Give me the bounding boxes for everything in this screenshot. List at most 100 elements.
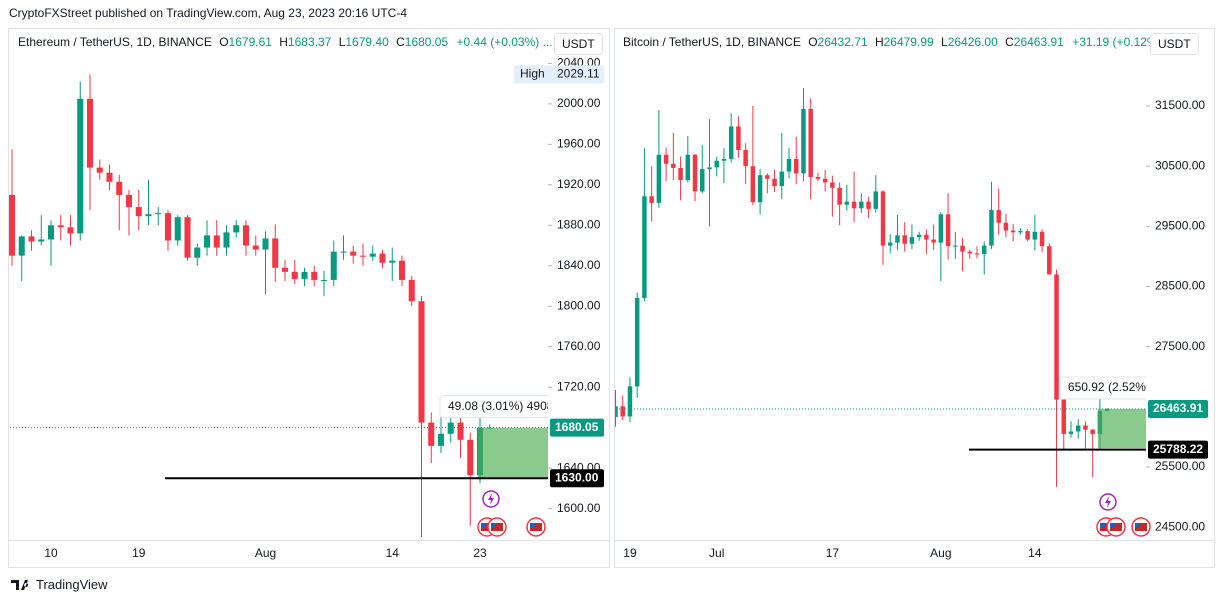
candle-body	[28, 236, 35, 242]
candle-body	[615, 406, 618, 418]
candle-body	[174, 217, 181, 241]
candle-body	[155, 213, 162, 215]
candle-body	[808, 109, 813, 177]
candle-body	[291, 271, 298, 279]
legend-value: 1679.40	[345, 35, 389, 49]
candle-body	[437, 433, 445, 446]
candle-body	[213, 235, 220, 248]
candle-body	[408, 279, 415, 302]
candle-body	[428, 422, 435, 446]
candle-body	[714, 160, 719, 168]
plot-area: 49.08 (3.01%) 4908	[9, 74, 548, 537]
candle-body	[830, 182, 835, 188]
currency-button[interactable]: USDT	[554, 33, 603, 55]
legend-change: +0.44 (+0.03%) ...	[456, 35, 553, 49]
legend-key: O	[219, 35, 229, 49]
candle-body	[851, 201, 857, 209]
candle-body	[837, 187, 842, 205]
candle-body	[418, 301, 425, 423]
hline-tag	[550, 469, 604, 488]
candle-body	[203, 235, 211, 248]
candle-body	[953, 245, 958, 247]
candle-body	[1061, 399, 1067, 434]
candle-body	[272, 238, 279, 268]
x-tick-label: 10	[44, 546, 58, 560]
hline-label: 1630.00	[555, 470, 599, 484]
candle-body	[96, 167, 103, 173]
y-tick-label: 1960.00	[557, 137, 601, 151]
y-tick-label: 29500.00	[1155, 219, 1205, 233]
candle-body	[765, 175, 770, 179]
candle-body	[194, 247, 201, 258]
candle-body	[223, 232, 230, 248]
hline-label: 25788.22	[1153, 442, 1203, 456]
chart-legend: Ethereum / TetherUS, 1D, BINANCE O1679.6…	[18, 35, 553, 49]
candle-body	[967, 251, 973, 254]
candle-body	[301, 271, 308, 279]
candle-body	[887, 242, 893, 246]
legend-key: H	[874, 35, 884, 49]
candle-body	[77, 98, 84, 234]
legend-value: 1683.37	[287, 35, 332, 49]
candle-body	[924, 234, 929, 240]
chart-title: Ethereum / TetherUS, 1D, BINANCE	[18, 35, 212, 49]
candle-body	[184, 217, 191, 258]
legend-key: C	[396, 35, 405, 49]
position-box	[1097, 409, 1146, 449]
candle-body	[692, 154, 698, 192]
position-label-bg	[439, 395, 548, 419]
panel-border	[614, 28, 1215, 568]
candle-body	[844, 201, 850, 205]
footer-brand: TradingView	[36, 577, 108, 592]
legend-value: 1679.61	[228, 35, 272, 49]
currency-button[interactable]: USDT	[1150, 33, 1199, 55]
candle-body	[786, 158, 792, 172]
y-tick-label: 28500.00	[1155, 279, 1205, 293]
candle-body	[700, 169, 705, 192]
y-tick-label: 24500.00	[1155, 519, 1205, 533]
y-tick-label: 1600.00	[557, 501, 601, 515]
candle-body	[743, 149, 748, 167]
candle-body	[1039, 231, 1045, 247]
candle-body	[379, 253, 386, 263]
candle-body	[233, 225, 240, 233]
x-tick-label: 17	[826, 546, 840, 560]
y-tick-label: 1800.00	[557, 298, 601, 312]
y-tick-label: 1760.00	[557, 339, 601, 353]
candle-body	[116, 181, 123, 195]
y-tick-label: 31500.00	[1155, 98, 1205, 112]
legend-value: 1680.05	[404, 35, 449, 49]
candle-body	[671, 163, 676, 168]
candle-body	[663, 154, 669, 164]
last-price-tag	[1148, 400, 1208, 419]
x-tick-label: Jul	[709, 546, 724, 560]
candle-body	[262, 238, 269, 250]
candle-body	[634, 297, 640, 387]
candle-body	[801, 109, 806, 174]
candle-body	[757, 175, 763, 203]
candle-body	[989, 210, 994, 246]
candle-body	[311, 271, 318, 280]
candle-body	[779, 171, 785, 187]
candle-body	[1075, 425, 1081, 432]
candle-body	[938, 214, 944, 243]
candle-body	[447, 422, 454, 434]
candle-body	[340, 251, 347, 253]
candle-body	[916, 234, 922, 238]
candle-body	[1090, 429, 1095, 434]
candle-body	[47, 225, 55, 240]
x-tick-label: 19	[132, 546, 146, 560]
position-box	[478, 427, 548, 478]
candle-body	[866, 201, 871, 209]
hline-tag	[1148, 440, 1208, 459]
position-label: 650.92 (2.52%) 6	[1068, 380, 1160, 394]
candle-body	[685, 154, 691, 181]
candle-body	[1068, 431, 1074, 434]
legend-key: O	[808, 35, 818, 49]
y-tick-label: 1880.00	[557, 217, 601, 231]
candle-body	[57, 225, 64, 228]
candle-body	[772, 178, 777, 187]
legend-key: H	[279, 35, 288, 49]
candle-body	[1018, 231, 1023, 233]
